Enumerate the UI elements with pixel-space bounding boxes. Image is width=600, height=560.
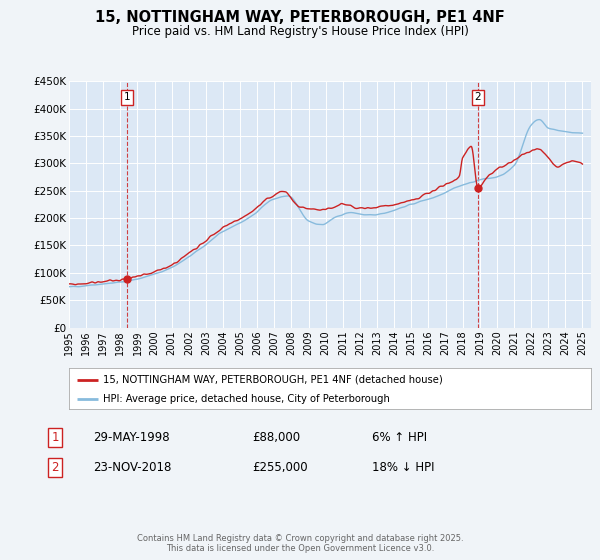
Text: HPI: Average price, detached house, City of Peterborough: HPI: Average price, detached house, City… bbox=[103, 394, 390, 404]
Text: Contains HM Land Registry data © Crown copyright and database right 2025.
This d: Contains HM Land Registry data © Crown c… bbox=[137, 534, 463, 553]
Text: 23-NOV-2018: 23-NOV-2018 bbox=[93, 461, 172, 474]
Text: 2: 2 bbox=[52, 461, 59, 474]
Text: 15, NOTTINGHAM WAY, PETERBOROUGH, PE1 4NF: 15, NOTTINGHAM WAY, PETERBOROUGH, PE1 4N… bbox=[95, 11, 505, 25]
Text: 29-MAY-1998: 29-MAY-1998 bbox=[93, 431, 170, 445]
Text: 1: 1 bbox=[52, 431, 59, 445]
Text: 15, NOTTINGHAM WAY, PETERBOROUGH, PE1 4NF (detached house): 15, NOTTINGHAM WAY, PETERBOROUGH, PE1 4N… bbox=[103, 375, 443, 385]
Text: £88,000: £88,000 bbox=[252, 431, 300, 445]
Text: 18% ↓ HPI: 18% ↓ HPI bbox=[372, 461, 434, 474]
Text: 6% ↑ HPI: 6% ↑ HPI bbox=[372, 431, 427, 445]
Text: 2: 2 bbox=[475, 92, 481, 102]
Text: 1: 1 bbox=[124, 92, 131, 102]
Text: Price paid vs. HM Land Registry's House Price Index (HPI): Price paid vs. HM Land Registry's House … bbox=[131, 25, 469, 39]
Text: £255,000: £255,000 bbox=[252, 461, 308, 474]
